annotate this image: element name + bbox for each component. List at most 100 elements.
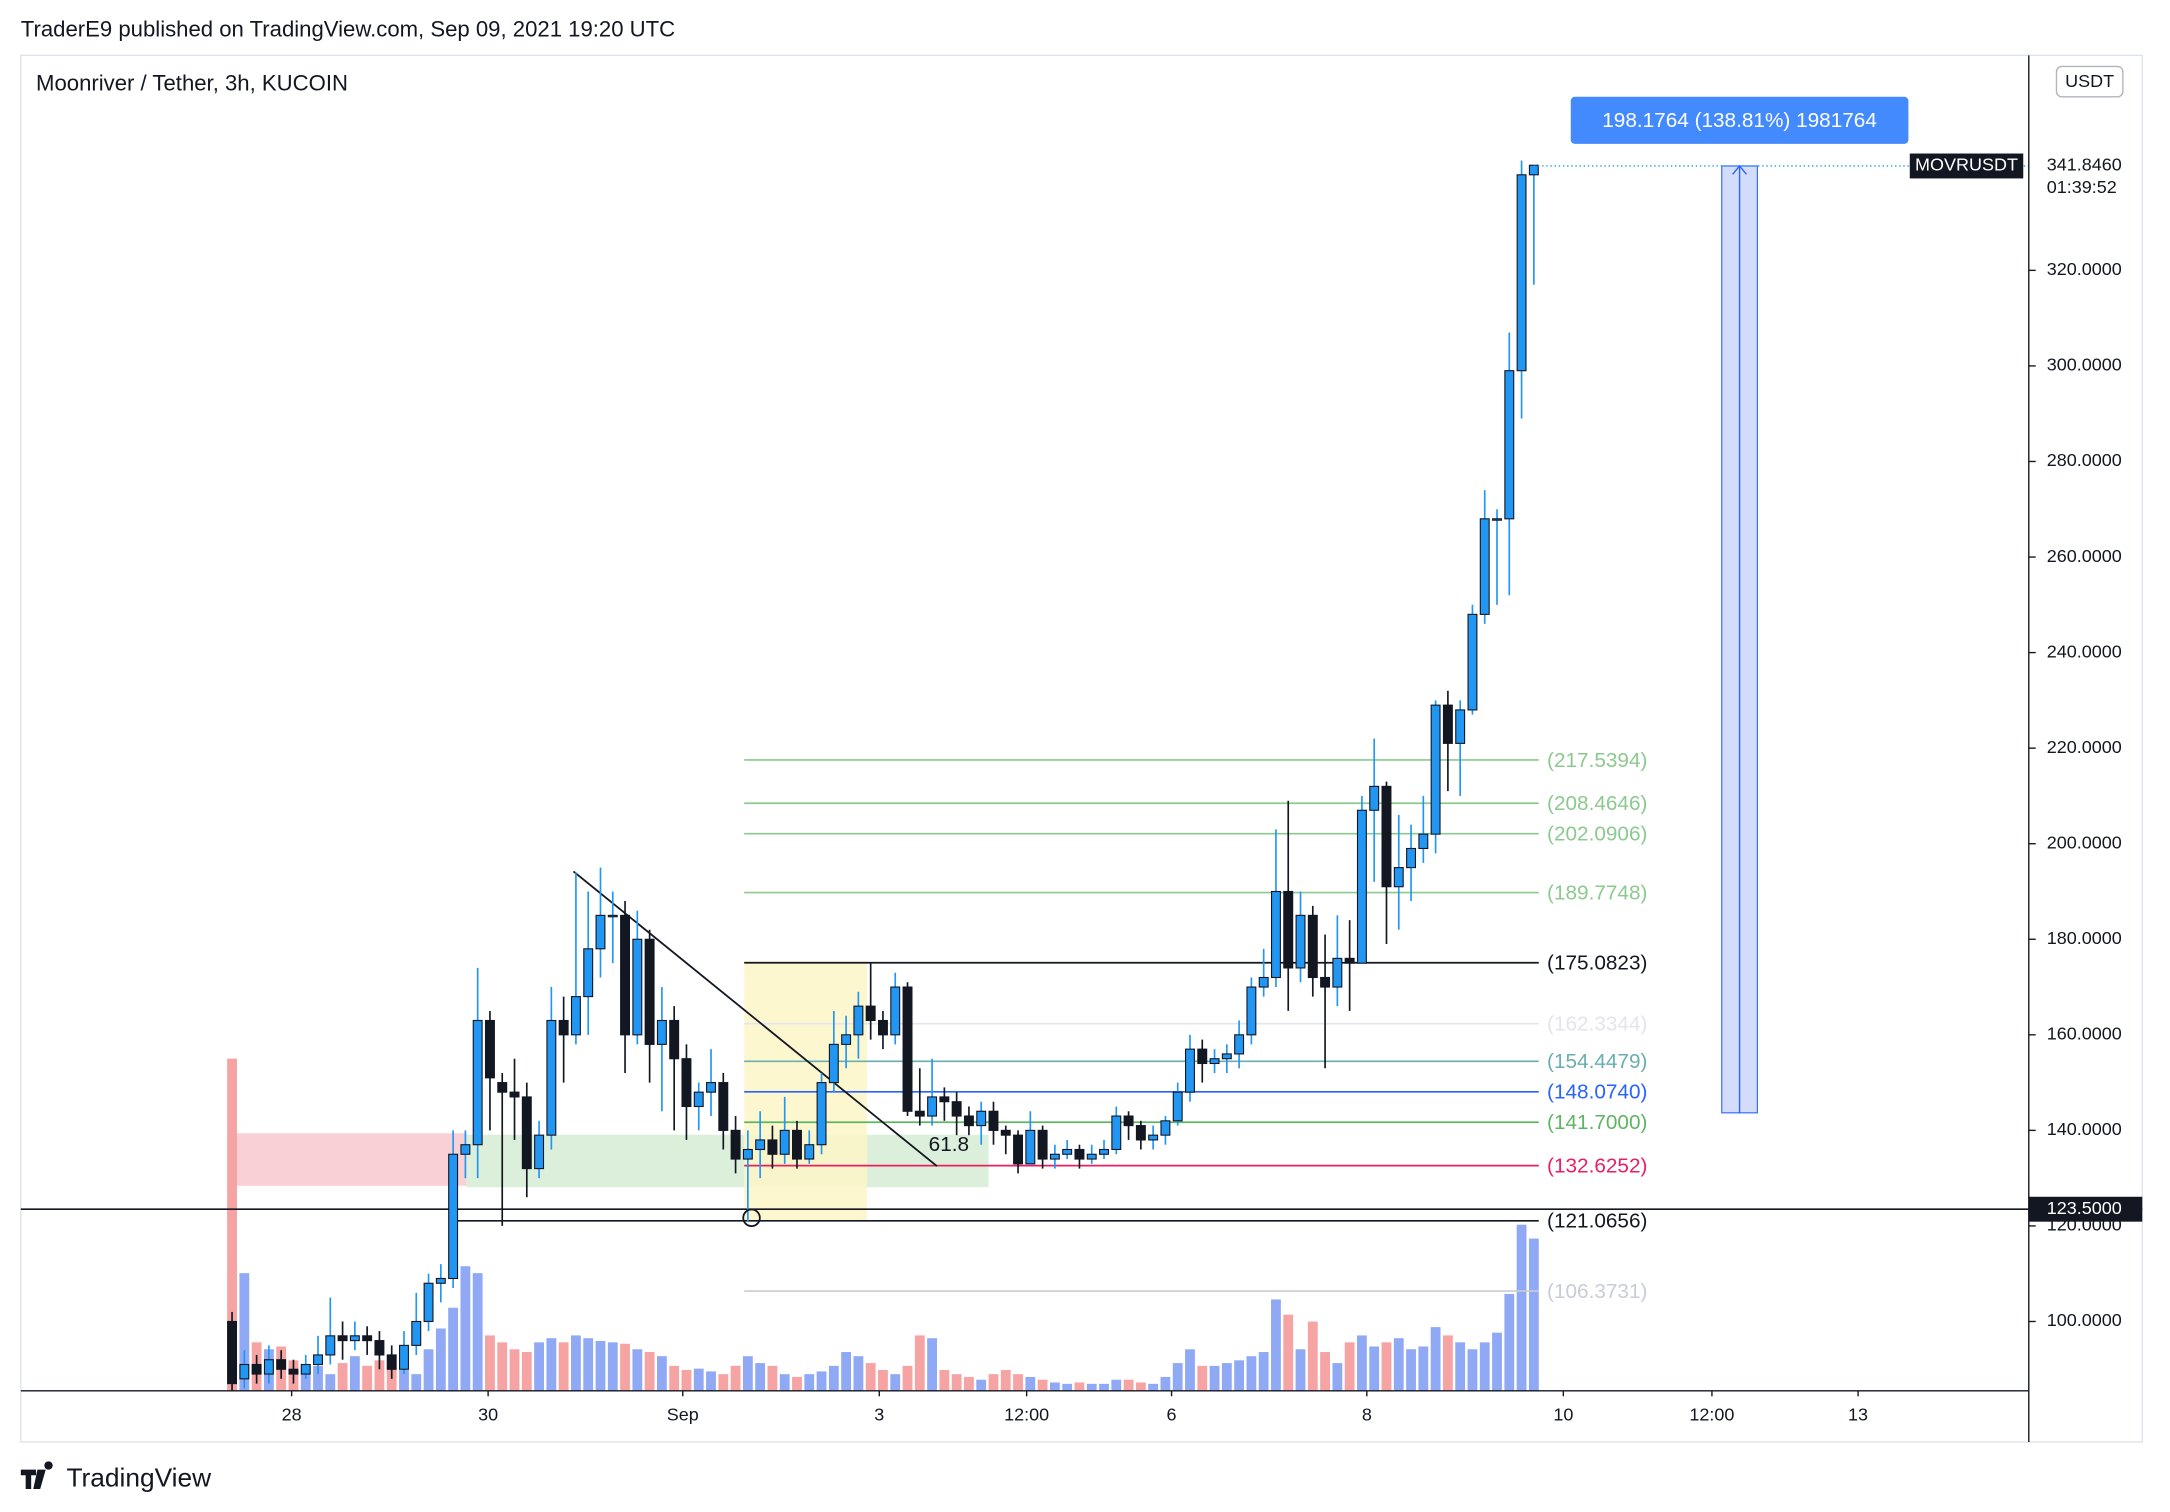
volume-bar — [1283, 1314, 1294, 1391]
chart-frame — [20, 54, 2143, 1443]
candle-body — [239, 1363, 250, 1380]
candle-body — [1221, 1053, 1232, 1060]
volume-bar — [964, 1376, 974, 1391]
volume-bar — [1492, 1332, 1502, 1391]
volume-bar — [681, 1370, 692, 1391]
candle-body — [362, 1335, 373, 1342]
candle-body — [1025, 1129, 1036, 1165]
volume-bar — [1455, 1342, 1466, 1391]
candle-body — [300, 1363, 311, 1375]
candle-body — [804, 1144, 815, 1160]
volume-bar — [1246, 1356, 1257, 1391]
candle-body — [546, 1019, 557, 1136]
volume-bar — [1295, 1349, 1306, 1391]
chart-title: Moonriver / Tether, 3h, KUCOIN — [36, 70, 348, 95]
candle-body — [681, 1058, 692, 1108]
fib-level-label: (148.0740) — [1547, 1081, 1647, 1104]
candle-body — [497, 1082, 508, 1093]
candle-body — [1074, 1148, 1085, 1160]
trendline-label: 61.8 — [929, 1133, 969, 1156]
volume-bar — [632, 1349, 643, 1391]
volume-bar — [1172, 1363, 1183, 1391]
volume-bar — [1099, 1383, 1109, 1391]
volume-bar — [988, 1374, 999, 1391]
candle-body — [1295, 914, 1306, 969]
candle-body — [939, 1096, 950, 1103]
candle-body — [1148, 1134, 1159, 1141]
candle-body — [1406, 847, 1417, 869]
volume-bar — [1381, 1342, 1392, 1391]
volume-bar — [448, 1307, 459, 1391]
fib-level-label: (121.0656) — [1547, 1210, 1647, 1233]
fib-level-label: (141.7000) — [1547, 1111, 1647, 1134]
candle-body — [730, 1129, 741, 1160]
candle-body — [1516, 174, 1527, 372]
volume-bar — [1000, 1370, 1011, 1391]
candle-body — [263, 1359, 274, 1375]
horizontal-line-label: 123.5000 — [2047, 1198, 2122, 1218]
volume-bar — [583, 1338, 594, 1391]
fib-level-label: (175.0823) — [1547, 952, 1647, 975]
volume-bar — [1369, 1346, 1380, 1391]
volume-bar — [816, 1371, 827, 1391]
volume-bar — [718, 1374, 729, 1391]
marker — [742, 1208, 761, 1228]
x-tick-label: 12:00 — [1004, 1404, 1049, 1424]
candle-body — [951, 1101, 962, 1117]
candle-body — [337, 1335, 348, 1342]
zone — [466, 1134, 989, 1188]
fib-level-label: (189.7748) — [1547, 881, 1647, 904]
volume-bar — [399, 1370, 409, 1391]
candle-body — [325, 1335, 336, 1356]
volume-bar — [1135, 1382, 1146, 1391]
volume-bar — [902, 1365, 913, 1391]
x-tick-label: 28 — [282, 1404, 302, 1424]
candle-body — [251, 1363, 262, 1375]
candle-body — [841, 1034, 852, 1045]
volume-bar — [546, 1338, 557, 1391]
last-price-label: 341.8460 — [2047, 155, 2122, 175]
horizontal-line-label-bg — [2028, 1196, 2143, 1222]
x-tick-label: Sep — [667, 1404, 699, 1424]
volume-bar — [1209, 1365, 1220, 1391]
volume-bar — [1479, 1342, 1490, 1391]
volume-bar — [472, 1273, 483, 1391]
y-tick-label: 160.0000 — [2047, 1024, 2122, 1044]
volume-bar — [1160, 1376, 1171, 1391]
volume-bar — [1344, 1342, 1355, 1391]
volume-bar — [497, 1342, 508, 1391]
x-tick-label: 13 — [1848, 1404, 1868, 1424]
candle-body — [423, 1282, 434, 1323]
volume-bar — [939, 1370, 950, 1391]
volume-bar — [1430, 1327, 1441, 1391]
volume-bar — [976, 1379, 987, 1391]
candle-body — [276, 1359, 287, 1370]
candle-body — [1013, 1134, 1024, 1165]
candle-body — [1430, 704, 1441, 835]
candle-body — [1099, 1148, 1109, 1155]
volume-bar — [423, 1349, 434, 1391]
volume-bar — [411, 1374, 422, 1391]
candle-body — [890, 986, 901, 1036]
y-tick-label: 260.0000 — [2047, 546, 2122, 566]
fib-level-label: (217.5394) — [1547, 749, 1647, 772]
candle-body — [902, 986, 913, 1112]
volume-bar — [1442, 1335, 1453, 1391]
volume-bar — [460, 1266, 471, 1391]
volume-bar — [890, 1374, 901, 1391]
symbol-label: MOVRUSDT — [1915, 155, 2018, 175]
volume-bar — [1025, 1376, 1036, 1391]
candle-body — [1307, 914, 1318, 979]
candle-body — [1369, 785, 1380, 811]
brand: TradingView — [66, 1462, 212, 1492]
x-tick-label: 30 — [478, 1404, 498, 1424]
volume-bar — [656, 1356, 667, 1391]
volume-bar — [1197, 1365, 1208, 1391]
x-tick-label: 6 — [1167, 1404, 1177, 1424]
volume-bar — [534, 1342, 544, 1391]
y-tick-label: 100.0000 — [2047, 1310, 2122, 1330]
y-tick-label: 240.0000 — [2047, 641, 2122, 661]
candle-body — [1320, 976, 1331, 988]
